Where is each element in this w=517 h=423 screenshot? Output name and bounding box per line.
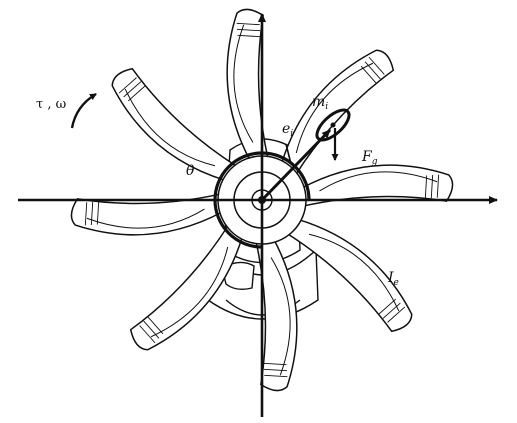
paddle-rib	[295, 62, 374, 154]
paddle-blade	[280, 49, 395, 177]
mass-ellipse	[315, 108, 351, 142]
paddle-tip-hatch	[96, 201, 100, 225]
paddle-blade	[129, 223, 244, 351]
paddle-rib	[270, 257, 291, 376]
paddle-rib	[124, 88, 216, 167]
paddle-tip-hatch	[84, 202, 88, 226]
paddle-tip-hatch	[368, 56, 385, 75]
paddle-rib	[319, 171, 438, 192]
paddle	[70, 192, 224, 236]
paddle-tip-hatch	[382, 302, 401, 319]
paddle-tip-hatch	[387, 306, 406, 323]
paddle	[280, 49, 395, 177]
paddle-tip-hatch	[360, 65, 377, 84]
paddle-tip-hatch	[147, 316, 164, 335]
paddle	[129, 223, 244, 351]
paddle-blade	[70, 192, 224, 236]
mass-label: mi	[312, 94, 328, 112]
paddle-tip-hatch	[263, 368, 287, 372]
paddle-tip-hatch	[127, 85, 146, 102]
eccentricity-label: ei	[282, 121, 293, 139]
paddle	[285, 218, 413, 333]
paddle-tip-hatch	[264, 374, 288, 378]
paddle-tip-hatch	[424, 175, 428, 199]
paddle-tip-hatch	[430, 175, 434, 199]
paddle-tip-hatch	[236, 22, 260, 26]
paddle-group	[70, 8, 454, 392]
e-label-leader	[285, 143, 292, 165]
paddle-rib	[308, 233, 400, 312]
rotation-arrow	[70, 92, 97, 129]
theta-arc	[213, 151, 311, 249]
paddle-tip-hatch	[364, 61, 381, 80]
inertia-label: Ie	[387, 270, 399, 288]
paddle-blade	[285, 218, 413, 333]
paddle-blade	[111, 67, 239, 182]
paddle-tip-hatch	[139, 325, 156, 344]
paddle-tip-hatch	[118, 77, 137, 94]
gravity-force-label: Fg	[361, 149, 378, 167]
paddle-tip-hatch	[90, 201, 94, 225]
eccentricity-vector	[260, 128, 332, 202]
paddle-tip-hatch	[378, 298, 397, 315]
torque-omega-label: τ , ω	[36, 97, 66, 112]
paddle	[300, 164, 454, 208]
paddle	[226, 8, 270, 162]
paddle-blade	[300, 164, 454, 208]
paddle-tip-hatch	[237, 28, 261, 32]
theta-label: θ	[186, 163, 195, 179]
paddle-tip-hatch	[123, 81, 142, 98]
paddle-tip-hatch	[143, 320, 160, 339]
paddle-tip-hatch	[263, 362, 287, 366]
paddle-tip-hatch	[436, 174, 440, 198]
paddle-rib	[233, 24, 254, 143]
paddle	[254, 238, 298, 392]
paddle-rib	[86, 208, 205, 229]
coordinate-axes	[18, 13, 498, 417]
paddle-tip-hatch	[237, 34, 261, 38]
paddle-rib	[150, 246, 229, 338]
paddle	[111, 67, 239, 182]
mass-center	[330, 122, 336, 128]
